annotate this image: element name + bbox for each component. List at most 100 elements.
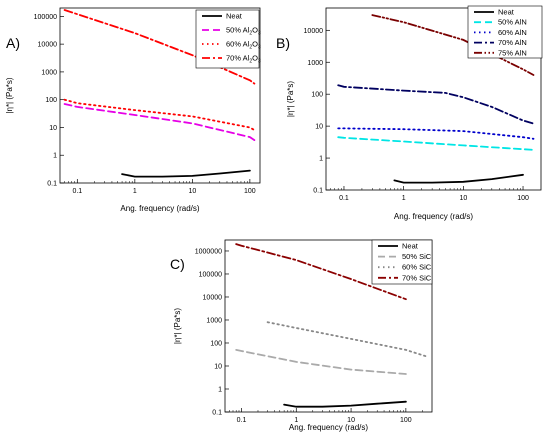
panel-a-label: A) [6,35,20,51]
panel-a-y-tick-label: 1 [53,153,57,160]
legend-subscript: 2 [249,59,252,65]
panel-c-y-tick-label: 1 [218,386,222,393]
legend-text: Neat [402,242,419,251]
panel-c-x-tick-label: 0.1 [237,417,247,424]
panel-a-line-60-al2o3 [63,98,256,132]
panel-c-x-ticks: 0.1 1 10 100 [229,408,423,424]
panel-c-y-tick-label: 10000 [203,294,223,301]
legend-text: 60% Al [226,40,250,49]
panel-a-y-tick-label: 1000 [41,69,57,76]
panel-b-x-axis-label: Ang. frequency (rad/s) [394,212,473,221]
legend-text: 70% SiC [402,273,432,282]
panel-a-x-ticks: 0.1 1 10 100 [64,179,256,195]
panel-b-line-60-aln [337,127,535,140]
panel-c-x-tick-label: 10 [347,417,355,424]
panel-c-x-axis-label: Ang. frequency (rad/s) [289,423,368,432]
panel-b-x-ticks: 0.1 1 10 100 [330,186,529,202]
panel-c-y-tick-label: 1000000 [195,248,222,255]
panel-a-y-ticks: 0.1 1 10 100 1000 10000 100000 [34,14,64,188]
panel-c-series [235,243,429,408]
panel-c-y-tick-label: 100 [210,340,222,347]
panel-a: A) 0.1 1 10 100 0.1 1 10 100 1000 10000 100000 An… [5,7,261,213]
panel-a-y-tick-label: 0.1 [47,181,57,188]
panel-c-y-tick-label: 0.1 [212,410,222,417]
legend-text: O [252,26,258,35]
panel-b-series [337,14,535,184]
panel-a-y-tick-label: 10000 [38,42,58,49]
legend-text: 60% AlN [498,28,527,37]
panel-c-y-tick-label: 10 [214,363,222,370]
panel-a-line-neat [121,169,251,178]
panel-c-y-axis-label: |η*| (Pa*s) [173,308,182,345]
panel-b-y-tick-label: 10 [315,124,323,131]
panel-a-x-tick-label: 100 [244,188,256,195]
panel-b-x-tick-label: 100 [517,195,529,202]
panel-b-y-axis-label: |η*| (Pa*s) [286,81,295,118]
panel-b-x-tick-label: 0.1 [339,195,349,202]
panel-a-y-tick-label: 10 [49,125,57,132]
panel-c-line-70-sic [235,243,407,301]
legend-subscript: 3 [258,45,261,51]
legend-subscript: 3 [258,59,261,65]
panel-c-y-tick-label: 100000 [199,271,222,278]
legend-text: 70% Al [226,54,250,63]
legend-text: O [252,54,258,63]
panel-b-y-tick-label: 100 [311,92,323,99]
panel-a-legend-label: 70% Al2O3 [226,54,261,65]
panel-a-frame [59,7,261,184]
panel-b-legend-label: 50% AlN [498,18,527,27]
legend-text: O [252,40,258,49]
panel-c-legend-label: 60% SiC [402,263,432,272]
legend-text: Neat [226,12,243,21]
panel-b-legend-label: 60% AlN [498,28,527,37]
panel-b-x-tick-label: 1 [402,195,406,202]
panel-c-label: C) [170,256,185,272]
panel-b-label: B) [276,35,290,51]
panel-b-line-50-aln [337,136,535,151]
panel-a-x-tick-label: 0.1 [72,188,82,195]
panel-c-legend-label: 50% SiC [402,252,432,261]
panel-a-y-axis-label: |η*| (Pa*s) [5,77,14,114]
panel-c-line-50-sic [235,348,407,375]
panel-a-x-tick-label: 10 [188,188,196,195]
panel-b: B) 0.1 1 10 100 0.1 1 10 100 1000 10000 Ang. fre… [276,5,543,221]
panel-c-plot-area: 0.1 1 10 100 0.1 1 10 100 1000 10000 100000 100000… [195,239,433,424]
panel-a-line-50-al2o3 [63,103,256,142]
panel-a-y-tick-label: 100 [45,97,57,104]
panel-b-y-tick-label: 10000 [304,28,324,35]
panel-c-x-tick-label: 100 [400,417,412,424]
panel-a-x-axis-label: Ang. frequency (rad/s) [120,204,199,213]
legend-text: 60% SiC [402,263,432,272]
panel-a-series [63,9,256,178]
panel-a-legend-label: 50% Al2O3 [226,26,261,37]
panel-a-legend-label: 60% Al2O3 [226,40,261,51]
panel-b-legend-label: 75% AlN [498,48,527,57]
panel-b-line-neat [393,173,524,184]
panel-b-frame [325,7,542,191]
panel-b-legend-label: 70% AlN [498,38,527,47]
panel-c-y-tick-label: 1000 [206,317,222,324]
panel-c: C) 0.1 1 10 100 0.1 1 10 100 1000 10000 100000 100… [170,239,433,432]
panel-a-line-70-al2o3 [63,9,256,85]
legend-text: 75% AlN [498,48,527,57]
panel-a-plot-area: 0.1 1 10 100 0.1 1 10 100 1000 10000 100000 [34,7,261,195]
legend-subscript: 2 [249,31,252,37]
panel-b-line-70-aln [337,84,535,125]
panel-c-frame [224,239,433,413]
legend-text: 70% AlN [498,38,527,47]
panel-c-x-tick-label: 1 [294,417,298,424]
panel-c-legend-label: 70% SiC [402,273,432,282]
panel-b-x-tick-label: 10 [459,195,467,202]
panel-b-y-ticks: 0.1 1 10 100 1000 10000 [304,28,330,195]
legend-subscript: 3 [258,31,261,37]
panel-c-line-neat [283,400,407,408]
legend-subscript: 2 [249,45,252,51]
panel-b-legend-label: Neat [498,8,515,17]
panel-c-y-ticks: 0.1 1 10 100 1000 10000 100000 1000000 [195,248,229,417]
